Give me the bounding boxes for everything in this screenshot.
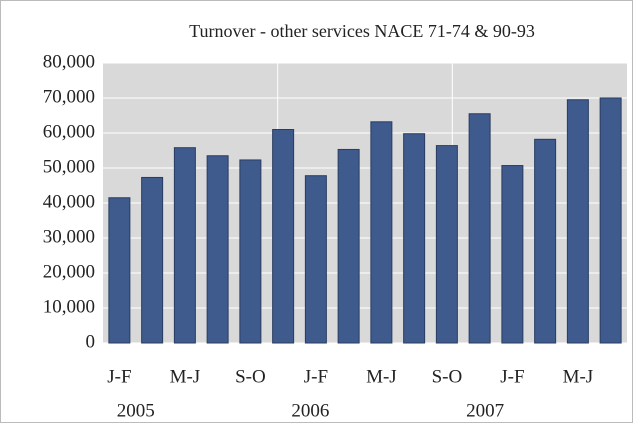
x-tick-label: M-J [563,366,594,387]
bar [239,159,262,344]
bar [141,176,164,344]
group-label: 2006 [291,400,329,421]
x-tick-label: M-J [366,366,397,387]
group-label: 2005 [117,400,155,421]
y-tick-label: 60,000 [43,121,95,142]
bar [534,138,557,344]
bar [337,148,360,344]
y-tick-label: 20,000 [43,261,95,282]
x-tick-label: S-O [432,366,463,387]
x-tick-label: S-O [235,366,266,387]
bar [599,97,622,344]
bar [566,99,589,344]
y-tick-label: 0 [86,331,96,352]
y-tick-label: 10,000 [43,296,95,317]
y-tick-label: 40,000 [43,191,95,212]
y-tick-label: 50,000 [43,156,95,177]
bar [370,121,393,344]
y-tick-label: 30,000 [43,226,95,247]
y-tick-label: 70,000 [43,86,95,107]
group-label: 2007 [466,400,504,421]
bar [501,165,524,344]
bar [468,113,491,344]
x-tick-label: J-F [107,366,131,387]
bar [304,175,327,344]
bar [403,133,426,344]
bar [108,197,131,344]
chart-title: Turnover - other services NACE 71-74 & 9… [189,21,535,41]
bar [435,145,458,344]
bar [173,147,196,344]
bar [272,129,295,344]
x-tick-label: J-F [304,366,328,387]
y-tick-label: 80,000 [43,51,95,72]
x-tick-label: M-J [170,366,201,387]
x-tick-label: J-F [500,366,524,387]
bar [206,155,229,344]
